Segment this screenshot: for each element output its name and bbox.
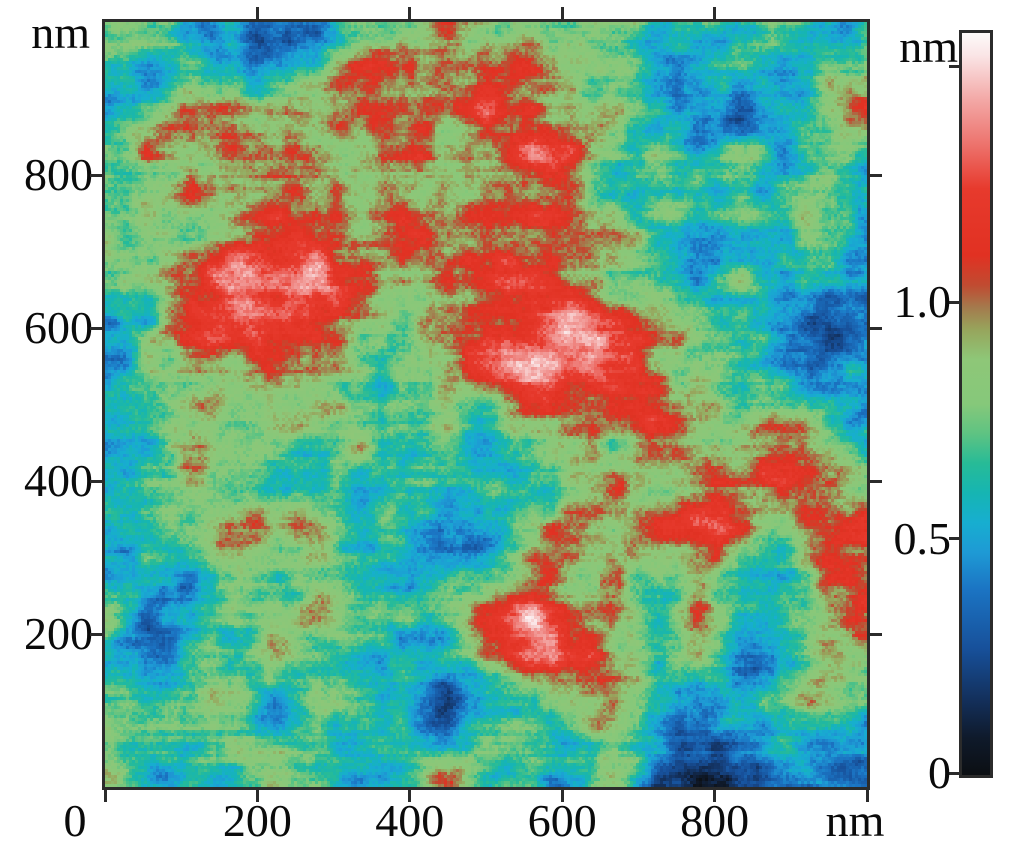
y-axis-tick-right [870, 326, 882, 330]
colorbar-tick [949, 771, 959, 775]
y-axis-tick [90, 632, 102, 636]
colorbar-tick [949, 537, 959, 541]
y-axis-tick-right [870, 632, 882, 636]
x-axis-tick-label: 200 [222, 795, 292, 846]
y-axis-tick-right [870, 479, 882, 483]
colorbar-tick-label: 0 [928, 747, 951, 798]
afm-heightmap-plot [102, 19, 870, 790]
x-axis-tick-label: 400 [375, 795, 445, 846]
x-axis-tick [408, 790, 412, 802]
y-axis-tick-label: 200 [24, 608, 93, 659]
y-axis-tick-label: 400 [24, 455, 93, 506]
colorbar-tick-label: 1.0 [893, 276, 952, 328]
x-axis-tick [255, 790, 259, 802]
y-axis-unit-label: nm [31, 7, 90, 58]
colorbar-tick [949, 300, 959, 304]
x-axis-tick [560, 790, 564, 802]
x-axis-tick-label: 800 [680, 795, 750, 846]
x-axis-tick-top [713, 7, 717, 19]
y-axis-tick-right [870, 173, 882, 177]
x-axis-tick-top [255, 7, 259, 19]
y-axis-tick [90, 479, 102, 483]
colorbar-tick [949, 64, 959, 68]
y-axis-tick [90, 173, 102, 177]
x-axis-tick [865, 790, 869, 802]
x-axis-tick-label: 600 [527, 795, 597, 846]
afm-heightmap-canvas [105, 22, 867, 787]
x-axis-unit-label: nm [825, 795, 885, 846]
colorbar-gradient [959, 30, 993, 778]
x-axis-tick [103, 790, 107, 802]
y-axis-tick-label: 800 [24, 149, 93, 200]
y-axis-tick-label: 600 [24, 302, 93, 353]
colorbar-tick-label: 0.5 [893, 512, 952, 564]
x-axis-tick-top [408, 7, 412, 19]
y-axis-tick [90, 326, 102, 330]
x-axis-tick [713, 790, 717, 802]
colorbar-unit-label: nm [899, 21, 958, 72]
x-axis-tick-label: 0 [63, 795, 87, 846]
x-axis-tick-top [560, 7, 564, 19]
